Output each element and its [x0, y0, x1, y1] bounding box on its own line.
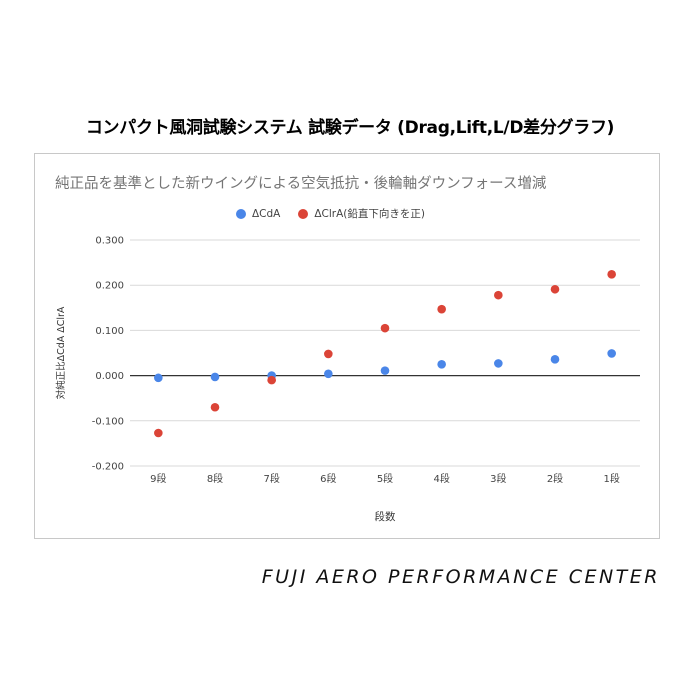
legend: ΔCdA ΔClrA(鉛直下向きを正) [236, 206, 443, 221]
chart-title: 純正品を基準とした新ウイングによる空気抵抗・後輪軸ダウンフォース増減 [55, 176, 547, 192]
legend-marker-cda [236, 208, 246, 219]
page-title: コンパクト風洞試験システム 試験データ (Drag,Lift,L/D差分グラフ) [85, 118, 615, 138]
legend-marker-clra [298, 208, 309, 219]
legend-item-cda: ΔCdA [236, 208, 280, 220]
legend-label-clra: ΔClrA(鉛直下向きを正) [314, 208, 425, 220]
footer-brand: FUJI AERO PERFORMANCE CENTER [261, 566, 660, 588]
legend-item-clra: ΔClrA(鉛直下向きを正) [298, 206, 425, 221]
chart-frame [34, 153, 660, 539]
legend-label-cda: ΔCdA [252, 207, 281, 220]
